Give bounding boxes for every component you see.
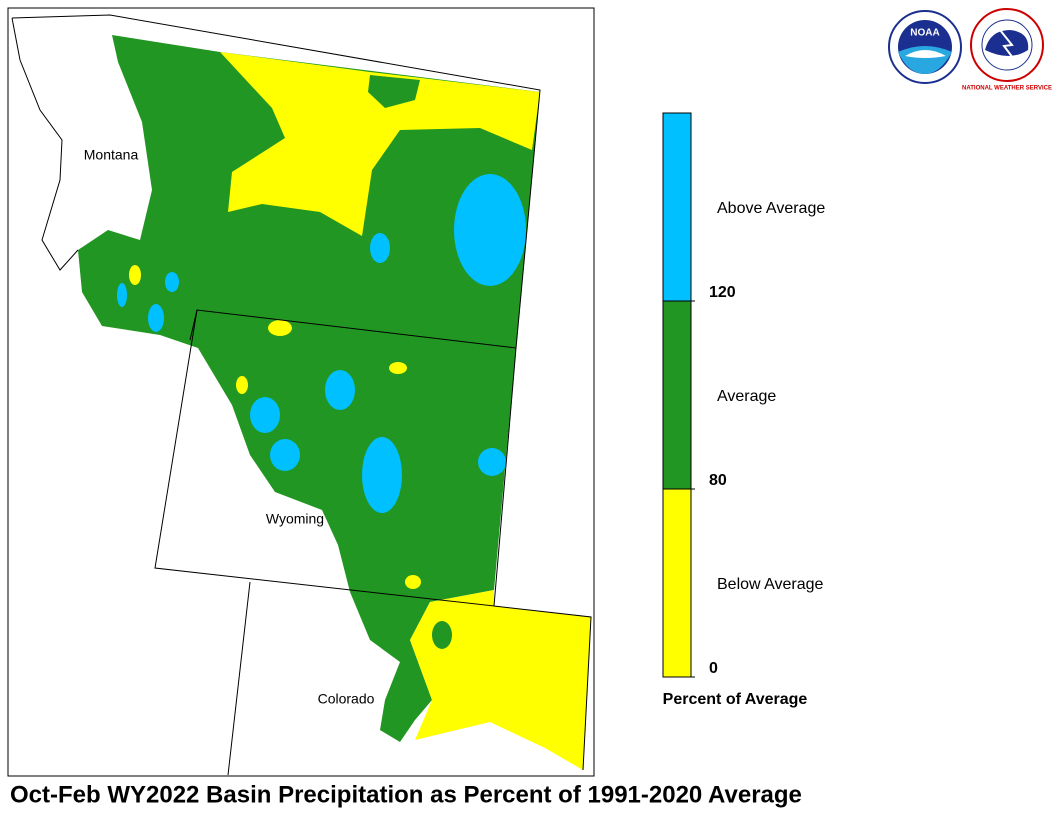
basin-above	[478, 448, 506, 476]
legend-swatch	[662, 112, 692, 302]
basin-above	[165, 272, 179, 292]
legend-tick-label: 120	[709, 284, 736, 301]
legend-swatch	[662, 300, 692, 490]
legend-tick-label: 80	[709, 472, 727, 489]
state-border	[154, 309, 517, 607]
basin-above	[370, 233, 390, 263]
basin-above	[454, 174, 526, 286]
map: Montana Wyoming Colorado	[11, 14, 592, 776]
basin-average	[432, 621, 452, 649]
state-label: Montana	[84, 147, 139, 163]
noaa-text: NOAA	[910, 28, 939, 39]
state-border	[227, 581, 592, 776]
legend-tick-label: 0	[709, 660, 718, 677]
basin-below	[236, 376, 248, 394]
basin-average	[78, 35, 540, 742]
title: Oct-Feb WY2022 Basin Precipitation as Pe…	[10, 781, 802, 808]
basin-above	[117, 283, 127, 307]
basin-below	[405, 575, 421, 589]
basin-above	[325, 370, 355, 410]
basin-below	[268, 320, 292, 336]
basin-above	[148, 304, 164, 332]
noaa-logo: NOAA	[888, 10, 962, 84]
nws-text: NATIONAL WEATHER SERVICE	[962, 86, 1052, 92]
state-label: Wyoming	[266, 511, 324, 527]
basin-above	[362, 437, 402, 513]
basin-above	[270, 439, 300, 471]
legend-label: Above Average	[717, 200, 825, 217]
legend-swatch	[662, 488, 692, 678]
legend: Percent of Average Below Average Average A…	[662, 112, 825, 708]
nws-logo: NATIONAL WEATHER SERVICE	[962, 8, 1052, 92]
legend-label: Average	[717, 388, 776, 405]
basin-above	[250, 397, 280, 433]
basin-below	[220, 52, 540, 236]
legend-title: Percent of Average	[663, 691, 808, 708]
basin-below	[410, 590, 591, 770]
basin-below	[129, 265, 141, 285]
state-label: Colorado	[318, 691, 375, 707]
basin-average	[368, 75, 420, 108]
basin-below	[389, 362, 407, 374]
legend-label: Below Average	[717, 576, 824, 593]
